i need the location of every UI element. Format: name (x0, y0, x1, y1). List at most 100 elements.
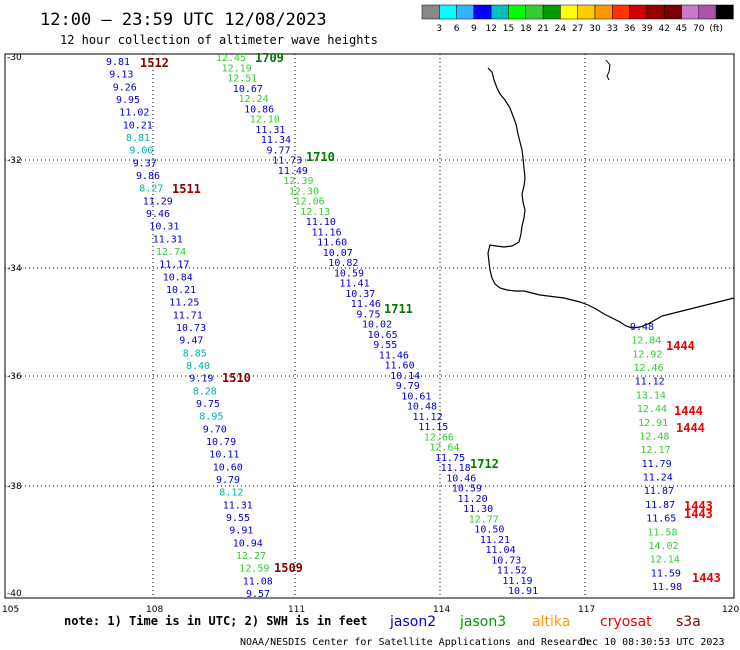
wave-height-value: 9.91 (229, 526, 253, 537)
wave-height-value: 10.11 (209, 450, 239, 461)
wave-height-value: 11.24 (643, 473, 673, 484)
wave-height-value: 11.30 (463, 504, 493, 515)
wave-height-value: 12.59 (239, 564, 269, 575)
wave-height-value: 12.84 (631, 336, 661, 347)
wave-height-value: 12.13 (300, 207, 330, 218)
track-east: 12.4512.1912.5110.6712.2410.8612.1011.31… (216, 53, 538, 597)
wave-height-value: 11.87 (644, 486, 674, 497)
wave-height-value: 10.59 (334, 268, 364, 279)
lon-label: 114 (433, 605, 450, 615)
colorbar-label: 12 (485, 24, 496, 34)
colorbar-swatch (456, 4, 475, 20)
wave-height-value: 10.67 (233, 84, 263, 95)
wave-height-value: 11.31 (255, 125, 285, 136)
wave-height-value: 11.98 (652, 582, 682, 593)
map-title: 12:00 – 23:59 UTC 12/08/2023 (40, 10, 327, 30)
wave-height-value: 10.48 (407, 402, 437, 413)
colorbar-swatch (421, 4, 440, 20)
wave-height-value: 11.60 (317, 238, 347, 249)
lon-label: 105 (2, 605, 19, 615)
colorbar-label: 30 (589, 24, 601, 34)
wave-height-value: 9.48 (630, 322, 654, 333)
wave-height-value: 11.41 (340, 279, 370, 290)
wave-height-value: 10.91 (508, 586, 538, 597)
wave-height-value: 11.16 (312, 227, 342, 238)
lat-label: -34 (7, 264, 22, 274)
wave-height-value: 8.85 (183, 348, 207, 359)
wave-height-value: 11.60 (385, 361, 415, 372)
wave-height-value: 10.73 (491, 555, 521, 566)
colorbar-label: 24 (555, 24, 567, 34)
wave-height-value: 11.29 (143, 196, 173, 207)
wave-height-value: 8.28 (193, 386, 217, 397)
colorbar-swatch (715, 4, 734, 20)
wave-height-value: 9.79 (396, 381, 420, 392)
footer-credit: NOAA/NESDIS Center for Satellite Applica… (240, 637, 589, 648)
colorbar-label: 21 (537, 24, 548, 34)
track-west: 9.819.139.269.9511.0210.218.819.009.379.… (106, 57, 273, 600)
wave-height-value: 11.75 (435, 453, 465, 464)
lat-axis-labels: -30 -32 -34 -36 -38 -40 (7, 53, 22, 599)
wave-height-value: 8.95 (199, 412, 223, 423)
wave-height-value: 9.26 (113, 82, 137, 93)
wave-height-value: 9.47 (179, 336, 203, 347)
colorbar-label: 9 (471, 24, 477, 34)
wave-height-value: 12.27 (236, 551, 266, 562)
wave-height-value: 10.79 (206, 437, 236, 448)
wave-height-value: 12.19 (222, 63, 252, 74)
wave-height-value: 9.55 (373, 340, 397, 351)
wave-height-value: 12.06 (295, 197, 325, 208)
colorbar-swatch (490, 4, 509, 20)
wave-height-value: 12.14 (650, 555, 680, 566)
lon-label: 120 (722, 605, 739, 615)
wave-height-value: 11.65 (646, 514, 676, 525)
wave-height-value: 9.70 (203, 424, 227, 435)
wave-height-value: 11.21 (480, 535, 510, 546)
lon-label: 111 (288, 605, 305, 615)
wave-height-value: 10.86 (244, 104, 274, 115)
wave-height-value: 11.31 (153, 234, 183, 245)
colorbar-label: 45 (676, 24, 687, 34)
wave-height-value: 11.18 (441, 463, 471, 474)
wave-height-value: 12.44 (637, 404, 667, 415)
colorbar-swatch (698, 4, 717, 20)
wave-height-value: 11.31 (223, 500, 253, 511)
wave-height-value: 11.46 (379, 350, 409, 361)
wave-height-value: 12.39 (283, 176, 313, 187)
wave-height-value: 11.20 (458, 494, 488, 505)
wave-height-value: 9.46 (146, 209, 170, 220)
australia-coastline (487, 67, 735, 329)
pass-label: 1511 (172, 182, 201, 196)
wave-height-value: 8.40 (186, 361, 210, 372)
wave-height-value: 12.17 (640, 445, 670, 456)
wave-height-value: 10.60 (213, 462, 243, 473)
pass-label: 1443 (684, 499, 713, 513)
colorbar-label: 42 (658, 24, 669, 34)
wave-height-value: 10.02 (362, 320, 392, 331)
pass-label: 1510 (222, 371, 251, 385)
pass-label: 1712 (470, 457, 499, 471)
colorbar-swatch (594, 4, 613, 20)
wave-height-value: 11.87 (645, 500, 675, 511)
wave-height-value: 11.58 (647, 527, 677, 538)
track-far-east: 9.48 12.84 12.92 12.46 11.12 13.14 12.44 12.91 1… (630, 322, 682, 593)
wave-height-value: 11.73 (272, 156, 302, 167)
wave-height-value: 11.15 (418, 422, 448, 433)
wave-height-value: 9.75 (356, 309, 380, 320)
wave-height-value: 11.17 (159, 260, 189, 271)
pass-label: 1443 (684, 507, 713, 521)
pass-label: 1509 (274, 561, 303, 575)
wave-height-value: 11.79 (642, 459, 672, 470)
wave-height-value: 10.46 (446, 473, 476, 484)
wave-height-value: 12.30 (289, 186, 319, 197)
colorbar-swatch (525, 4, 544, 20)
map-subtitle: 12 hour collection of altimeter wave hei… (60, 33, 378, 47)
colorbar-legend: 3 6 9 12 15 18 21 24 27 30 33 36 39 42 45 70 (ft) (421, 4, 734, 34)
wave-height-value: 9.57 (246, 589, 270, 600)
wave-height-value: 9.13 (109, 70, 133, 81)
pass-labels: 1512 1511 1510 1509 1709 1710 1711 1712 … (140, 51, 721, 585)
wave-height-value: 11.12 (635, 377, 665, 388)
lat-label: -36 (7, 372, 22, 382)
wave-height-value: 12.77 (469, 514, 499, 525)
wave-height-value: 10.73 (176, 323, 206, 334)
